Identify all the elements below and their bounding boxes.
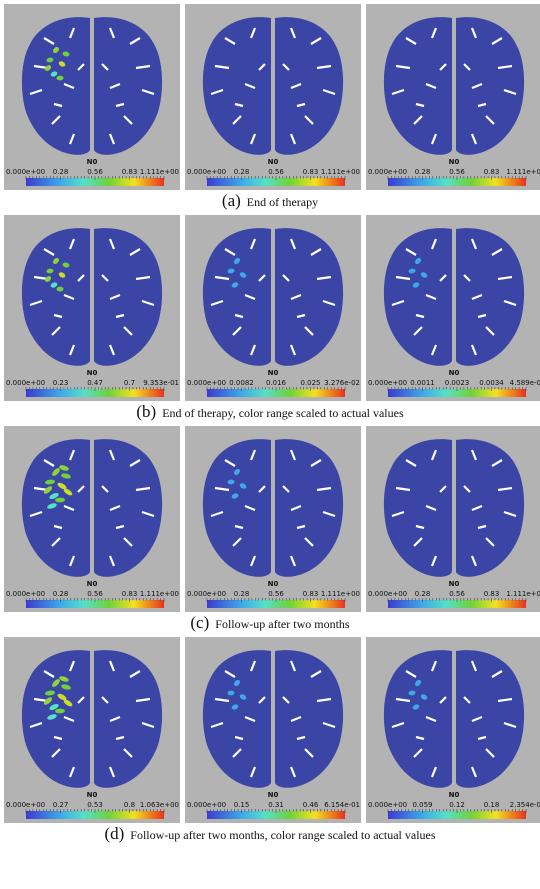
colorbar-tick-label: 1.111e+0 — [506, 590, 540, 598]
colorbar-tick-label: 0.83 — [122, 590, 138, 598]
colorbar-title: N0 — [87, 369, 98, 377]
caption: (a) End of therapy — [222, 191, 318, 210]
colorbar-title: N0 — [449, 158, 460, 166]
colorbar-tick-label: 0.56 — [87, 590, 103, 598]
colorbar-tick-label: 0.000e+00 — [6, 379, 45, 387]
colorbar-tick-label: 0.56 — [449, 168, 465, 176]
panel: N0 0.000e+00 0.15 0.31 0.46 6.154e-01 — [185, 637, 361, 823]
colorbar-tick-label: 0.47 — [87, 379, 103, 387]
caption: (b) End of therapy, color range scaled t… — [136, 402, 404, 421]
colorbar-tick-label: 0.83 — [484, 168, 500, 176]
colorbar-tick-label: 0.83 — [122, 168, 138, 176]
colorbar-tick-label: 0.83 — [303, 590, 319, 598]
panel: N0 0.000e+00 0.059 0.12 0.18 2.354e-0 — [366, 637, 540, 823]
colorbar-tick-label: 0.56 — [268, 168, 284, 176]
colorbar-tick-label: 1.111e+00 — [140, 590, 179, 598]
colorbar-tick-label: 0.56 — [268, 590, 284, 598]
colorbar-tick-label: 0.0082 — [229, 379, 254, 387]
colorbar-title: N0 — [268, 158, 279, 166]
colorbar-tick-label: 9.353e-01 — [143, 379, 179, 387]
colorbar-tick-label: 0.000e+00 — [368, 801, 407, 809]
colorbar-title: N0 — [87, 158, 98, 166]
page: {"rows": [ {"label": "(a)", "caption": "… — [0, 0, 540, 889]
colorbar-tick-label: 0.28 — [234, 590, 250, 598]
colorbar-tick-label: 0.000e+00 — [187, 168, 226, 176]
colorbar-title: N0 — [449, 580, 460, 588]
colorbar-title: N0 — [268, 369, 279, 377]
colorbar-tick-label: 0.56 — [87, 168, 103, 176]
colorbar-tick-label: 1.111e+00 — [140, 168, 179, 176]
colorbar-tick-label: 0.28 — [415, 590, 431, 598]
colorbar-tick-label: 1.111e+00 — [321, 590, 360, 598]
colorbar-tick-label: 0.15 — [234, 801, 250, 809]
colorbar-tick-label: 0.28 — [53, 168, 69, 176]
caption-label: (c) — [190, 613, 209, 632]
caption-text: End of therapy, color range scaled to ac… — [162, 406, 404, 420]
colorbar-tick-label: 0.83 — [484, 590, 500, 598]
colorbar-tick-label: 1.111e+00 — [321, 168, 360, 176]
colorbar-tick-label: 1.063e+00 — [140, 801, 179, 809]
caption-label: (a) — [222, 191, 241, 210]
colorbar-tick-label: 0.059 — [412, 801, 432, 809]
colorbar-tick-label: 0.28 — [234, 168, 250, 176]
colorbar-tick-label: 0.8 — [124, 801, 135, 809]
colorbar-tick-label: 0.53 — [87, 801, 103, 809]
panel: N0 0.000e+00 0.28 0.56 0.83 1.111e+0 — [366, 426, 540, 612]
colorbar-tick-label: 6.154e-01 — [324, 801, 360, 809]
colorbar-tick-label: 0.12 — [449, 801, 465, 809]
panel: N0 0.000e+00 0.27 0.53 0.8 1.063e+00 — [4, 637, 180, 823]
colorbar-title: N0 — [449, 369, 460, 377]
colorbar-tick-label: 0.016 — [266, 379, 287, 387]
colorbar-tick-label: 0.28 — [53, 590, 69, 598]
panel: N0 0.000e+00 0.28 0.56 0.831.111e+00 — [4, 426, 180, 612]
colorbar-title: N0 — [449, 791, 460, 799]
colorbar-title: N0 — [87, 791, 98, 799]
colorbar-tick-label: 0.000e+00 — [368, 590, 407, 598]
caption-label: (b) — [136, 402, 156, 421]
panel: N0 0.000e+00 0.23 0.47 0.7 9.353e-01 — [4, 215, 180, 401]
caption-text: Follow-up after two months — [215, 617, 350, 631]
colorbar-tick-label: 0.000e+00 — [368, 379, 407, 387]
caption: (c) Follow-up after two months — [190, 613, 350, 632]
colorbar-tick-label: 1.111e+0 — [506, 168, 540, 176]
colorbar-tick-label: 0.56 — [449, 590, 465, 598]
panel: N0 0.000e+00 0.28 0.56 0.831.111e+00 — [4, 4, 180, 190]
colorbar-tick-label: 0.000e+00 — [187, 379, 226, 387]
panel: N0 0.000e+000.0011 0.0023 0.0034 4.589e-0 — [366, 215, 540, 401]
colorbar-tick-label: 0.46 — [303, 801, 319, 809]
panel: N0 0.000e+00 0.28 0.56 0.83 1.111e+0 — [366, 4, 540, 190]
colorbar-tick-label: 0.0034 — [479, 379, 504, 387]
colorbar-tick-label: 0.000e+00 — [6, 590, 45, 598]
colorbar-tick-label: 0.025 — [300, 379, 320, 387]
colorbar-title: N0 — [87, 580, 98, 588]
colorbar-tick-label: 0.0023 — [445, 379, 470, 387]
colorbar-tick-label: 0.000e+00 — [6, 168, 45, 176]
caption: (d) Follow-up after two months, color ra… — [104, 824, 435, 843]
colorbar-tick-label: 0.23 — [53, 379, 69, 387]
figure: N00.000e+000.280.560.831.111e+00N00.000e… — [0, 0, 540, 889]
colorbar-tick-label: 0.000e+00 — [368, 168, 407, 176]
colorbar-tick-label: 0.7 — [124, 379, 135, 387]
colorbar-tick-label: 3.276e-02 — [324, 379, 360, 387]
caption-label: (d) — [104, 824, 124, 843]
colorbar-tick-label: 0.28 — [415, 168, 431, 176]
colorbar-tick-label: 0.0011 — [410, 379, 435, 387]
colorbar-tick-label: 0.27 — [53, 801, 69, 809]
caption-text: Follow-up after two months, color range … — [130, 828, 436, 842]
colorbar-tick-label: 0.83 — [303, 168, 319, 176]
colorbar-tick-label: 2.354e-0 — [510, 801, 540, 809]
colorbar-tick-label: 0.31 — [268, 801, 284, 809]
caption-text: End of therapy — [247, 195, 318, 209]
colorbar-tick-label: 4.589e-0 — [510, 379, 540, 387]
colorbar-title: N0 — [268, 580, 279, 588]
colorbar-title: N0 — [268, 791, 279, 799]
colorbar-tick-label: 0.18 — [484, 801, 500, 809]
colorbar-tick-label: 0.000e+00 — [187, 590, 226, 598]
colorbar-tick-label: 0.000e+00 — [6, 801, 45, 809]
colorbar-tick-label: 0.000e+00 — [187, 801, 226, 809]
